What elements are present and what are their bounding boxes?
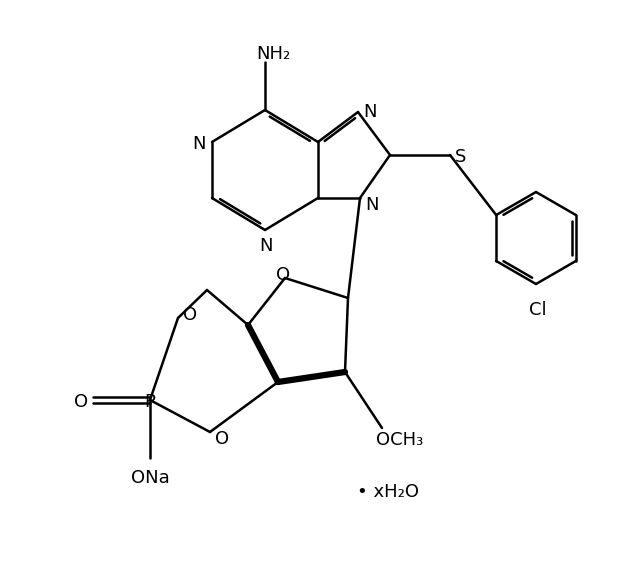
- Text: O: O: [74, 393, 88, 411]
- Text: Cl: Cl: [529, 301, 547, 319]
- Text: N: N: [364, 103, 377, 121]
- Text: NH₂: NH₂: [256, 45, 290, 63]
- Text: N: N: [365, 196, 379, 214]
- Text: O: O: [276, 266, 290, 284]
- Text: • xH₂O: • xH₂O: [357, 483, 419, 501]
- Text: N: N: [259, 237, 273, 255]
- Text: OCH₃: OCH₃: [376, 431, 424, 449]
- Text: O: O: [183, 306, 197, 324]
- Text: O: O: [215, 430, 229, 448]
- Text: ONa: ONa: [131, 469, 170, 487]
- Text: N: N: [192, 135, 205, 153]
- Text: P: P: [145, 393, 156, 411]
- Text: S: S: [455, 148, 467, 166]
